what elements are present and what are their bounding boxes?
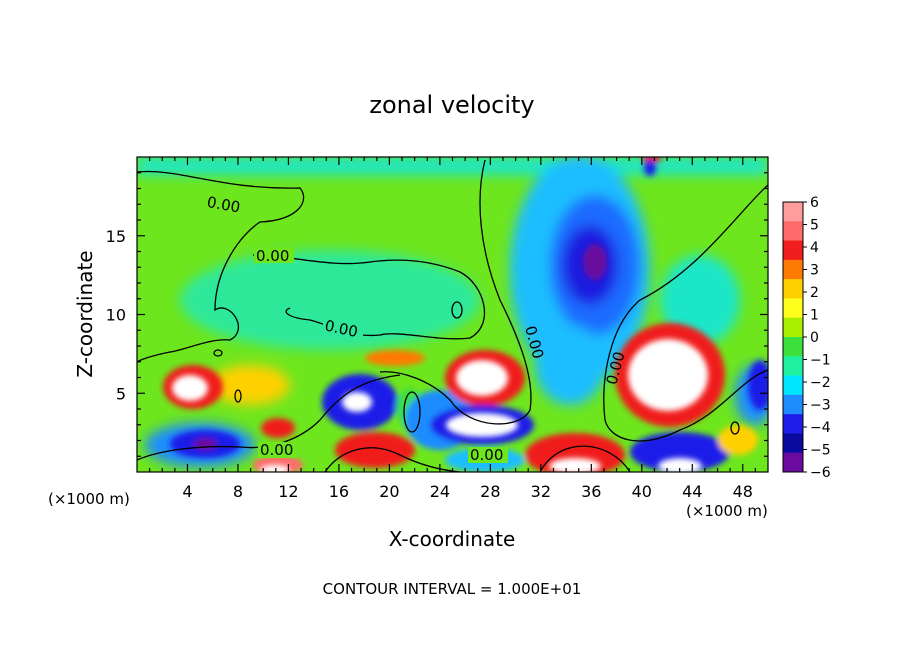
x-tick-label: 24 — [430, 482, 450, 501]
contour-interval-note: CONTOUR INTERVAL = 1.000E+01 — [323, 580, 582, 598]
colorbar-swatch — [783, 414, 803, 434]
contour-labels: 0.00 0.00 0.00 0.00 0.00 0.00 0.00 — [205, 193, 629, 464]
x-tick-label: 8 — [233, 482, 243, 501]
x-tick-label: 4 — [182, 482, 192, 501]
x-tick-label: 16 — [329, 482, 349, 501]
colorbar-swatch — [783, 298, 803, 319]
x-axis: 4 8 12 16 20 24 28 32 36 40 44 48 — [149, 157, 756, 501]
colorbar-label: −2 — [810, 375, 831, 391]
x-tick-label: 32 — [531, 482, 551, 501]
contour-label: 0.00 — [470, 446, 503, 464]
colorbar-swatch — [783, 202, 803, 222]
contour-label: 0.00 — [256, 247, 289, 265]
x-unit-left: (×1000 m) — [48, 490, 130, 508]
colorbar-swatch — [783, 317, 803, 338]
colorbar-label: 0 — [810, 330, 819, 346]
colorbar-label: −6 — [810, 465, 831, 481]
plot-area: 0.00 0.00 0.00 0.00 0.00 0.00 0.00 — [137, 157, 768, 472]
x-tick-label: 36 — [581, 482, 601, 501]
colorbar-label: 6 — [810, 195, 819, 211]
y-tick-label: 10 — [106, 306, 126, 325]
colorbar-swatch — [783, 394, 803, 415]
x-tick-label: 20 — [379, 482, 399, 501]
colorbar-swatch — [783, 356, 803, 377]
colorbar-swatch — [783, 375, 803, 396]
colorbar-swatch — [783, 279, 803, 299]
x-axis-label: X-coordinate — [389, 527, 516, 551]
chart-title: zonal velocity — [369, 91, 534, 119]
y-tick-label: 5 — [116, 384, 126, 403]
colorbar: 6 5 4 3 2 1 0 −1 −2 −3 −4 −5 −6 — [782, 195, 831, 481]
colorbar-swatch — [783, 221, 803, 242]
x-tick-label: 44 — [682, 482, 702, 501]
field-features — [163, 157, 768, 472]
colorbar-label: −3 — [810, 398, 831, 414]
contour-label: 0.00 — [206, 193, 242, 217]
colorbar-swatch — [783, 259, 803, 280]
field-cores — [172, 244, 708, 472]
colorbar-swatch — [783, 240, 803, 261]
colorbar-label: −5 — [810, 443, 831, 459]
y-axis-label: Z-coordinate — [73, 250, 97, 377]
colorbar-swatch — [783, 433, 803, 454]
x-tick-label: 12 — [278, 482, 298, 501]
colorbar-label: 1 — [810, 308, 819, 324]
colorbar-swatch — [783, 452, 803, 473]
colorbar-swatch — [783, 337, 803, 357]
contour-label: 0.00 — [260, 441, 293, 459]
x-tick-label: 40 — [632, 482, 652, 501]
x-tick-label: 28 — [480, 482, 500, 501]
colorbar-label: 5 — [810, 218, 819, 234]
x-unit-right: (×1000 m) — [686, 502, 768, 520]
colorbar-label: 3 — [810, 263, 819, 279]
y-axis: 5 10 15 — [106, 172, 768, 457]
colorbar-label: −1 — [810, 353, 831, 369]
y-tick-label: 15 — [106, 227, 126, 246]
colorbar-label: 2 — [810, 285, 819, 301]
colorbar-label: 4 — [810, 240, 819, 256]
x-tick-label: 48 — [733, 482, 753, 501]
colorbar-label: −4 — [810, 420, 831, 436]
